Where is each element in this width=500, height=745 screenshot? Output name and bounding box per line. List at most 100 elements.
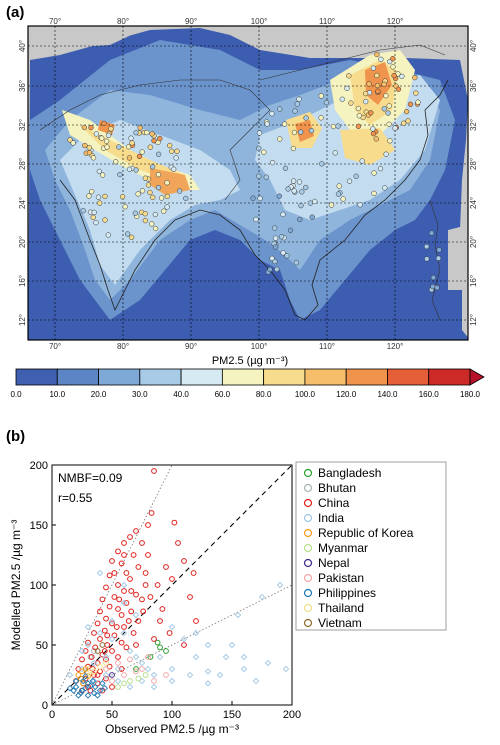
observation-site-marker <box>390 64 396 70</box>
observation-site-marker <box>366 81 372 87</box>
data-point <box>120 581 128 589</box>
observation-site-marker <box>93 219 99 226</box>
data-point <box>276 581 284 589</box>
observation-site-marker <box>116 144 122 150</box>
data-point <box>115 660 121 666</box>
observation-site-marker <box>356 113 362 119</box>
colorbar-tick-label: 140.0 <box>377 390 398 399</box>
observation-site-marker <box>128 234 135 240</box>
y-tick-label: 200 <box>30 460 48 472</box>
observation-site-marker <box>67 137 73 143</box>
lat-tick-right: 40° <box>469 40 478 52</box>
colorbar-tick-label: 40.0 <box>173 390 189 399</box>
observation-site-marker <box>103 138 110 144</box>
observation-site-marker <box>151 138 157 144</box>
legend-label: Nepal <box>318 556 349 570</box>
observation-site-marker <box>395 86 402 92</box>
lon-tick-top: 110° <box>319 17 335 26</box>
observation-site-marker <box>105 232 111 238</box>
lat-tick-right: 24° <box>469 197 478 209</box>
data-point <box>90 659 98 667</box>
observation-site-marker <box>139 188 146 194</box>
data-point <box>103 660 109 666</box>
legend-marker <box>303 543 313 553</box>
colorbar-tick-label: 60.0 <box>215 390 231 399</box>
legend-label: Vietnam <box>318 616 362 630</box>
data-point <box>163 648 169 654</box>
lon-tick-bottom: 120° <box>387 342 404 351</box>
data-point <box>94 620 101 627</box>
legend-marker <box>303 468 313 478</box>
data-point <box>109 648 115 654</box>
data-point <box>127 534 133 540</box>
lon-tick-bottom: 90° <box>185 342 197 351</box>
observation-site-marker <box>132 210 139 216</box>
observation-site-marker <box>269 159 276 166</box>
observation-site-marker <box>274 266 280 272</box>
data-point <box>192 653 200 661</box>
observation-site-marker <box>318 93 324 99</box>
data-point <box>142 672 149 678</box>
observation-site-marker <box>430 274 437 281</box>
observation-site-marker <box>285 186 291 192</box>
observation-site-marker <box>155 171 162 178</box>
data-point <box>187 594 193 600</box>
data-point <box>115 684 121 690</box>
data-point <box>168 677 176 685</box>
observation-sites <box>67 51 442 293</box>
data-point <box>258 593 266 601</box>
data-point <box>181 558 187 564</box>
data-point <box>150 683 158 691</box>
observation-site-marker <box>330 123 337 130</box>
observation-site-marker <box>122 204 128 210</box>
lon-tick-bottom: 80° <box>117 342 129 351</box>
observation-site-marker <box>373 136 379 142</box>
observation-site-marker <box>126 166 133 172</box>
data-point <box>84 623 92 631</box>
data-point <box>96 569 104 577</box>
data-point <box>99 596 106 603</box>
data-point <box>151 468 157 474</box>
colorbar: 0.0 10.0 20.0 30.0 40.0 60.0 80.0 100.0 120.0 140… <box>10 368 485 399</box>
data-point <box>103 615 109 622</box>
data-point <box>84 641 92 649</box>
observation-site-marker <box>348 100 354 106</box>
observation-site-marker <box>272 225 278 231</box>
lon-tick-top: 90° <box>185 17 197 26</box>
data-point <box>240 665 248 673</box>
observation-site-marker <box>117 171 123 178</box>
y-tick-label: 100 <box>30 580 48 592</box>
lat-tick-left: 20° <box>18 236 27 248</box>
data-point <box>90 677 98 685</box>
sichuan-level-120 <box>295 120 314 142</box>
data-point <box>121 624 127 630</box>
colorbar-segment <box>345 368 388 386</box>
data-point <box>72 677 80 685</box>
observation-site-marker <box>256 145 262 151</box>
observation-site-marker <box>374 72 380 79</box>
observation-site-marker <box>97 200 103 206</box>
observation-site-marker <box>423 243 430 250</box>
outside-domain-ne <box>440 26 468 60</box>
data-point <box>108 635 116 643</box>
colorbar-segment <box>180 368 223 386</box>
legend-marker <box>303 528 313 538</box>
data-point <box>128 588 135 594</box>
x-tick-label: 50 <box>106 709 118 721</box>
observation-site-marker <box>413 90 419 96</box>
observation-site-marker <box>362 90 369 97</box>
observation-site-marker <box>280 250 286 256</box>
observation-site-marker <box>424 256 430 262</box>
data-point <box>101 627 108 634</box>
lon-tick-top: 80° <box>117 17 129 26</box>
data-point <box>180 635 188 643</box>
observation-site-marker <box>91 209 97 216</box>
observation-site-marker <box>293 260 300 266</box>
observation-site-marker <box>102 193 108 200</box>
legend-label: Pakistan <box>318 571 364 585</box>
observation-site-marker <box>346 178 353 184</box>
observation-site-marker <box>383 151 389 157</box>
data-point <box>102 653 110 661</box>
observation-site-marker <box>142 217 149 224</box>
